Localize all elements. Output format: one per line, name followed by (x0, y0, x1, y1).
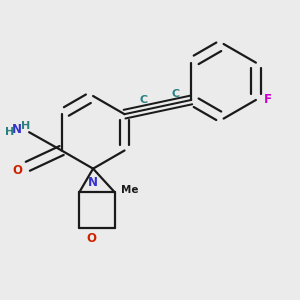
Text: O: O (86, 232, 96, 245)
Text: N: N (12, 123, 22, 136)
Text: F: F (264, 93, 272, 106)
Text: C: C (140, 95, 148, 105)
Text: H: H (21, 121, 30, 131)
Text: O: O (12, 164, 22, 177)
Text: C: C (171, 89, 179, 99)
Text: Me: Me (121, 185, 138, 195)
Text: H: H (5, 127, 14, 137)
Text: N: N (88, 176, 98, 188)
